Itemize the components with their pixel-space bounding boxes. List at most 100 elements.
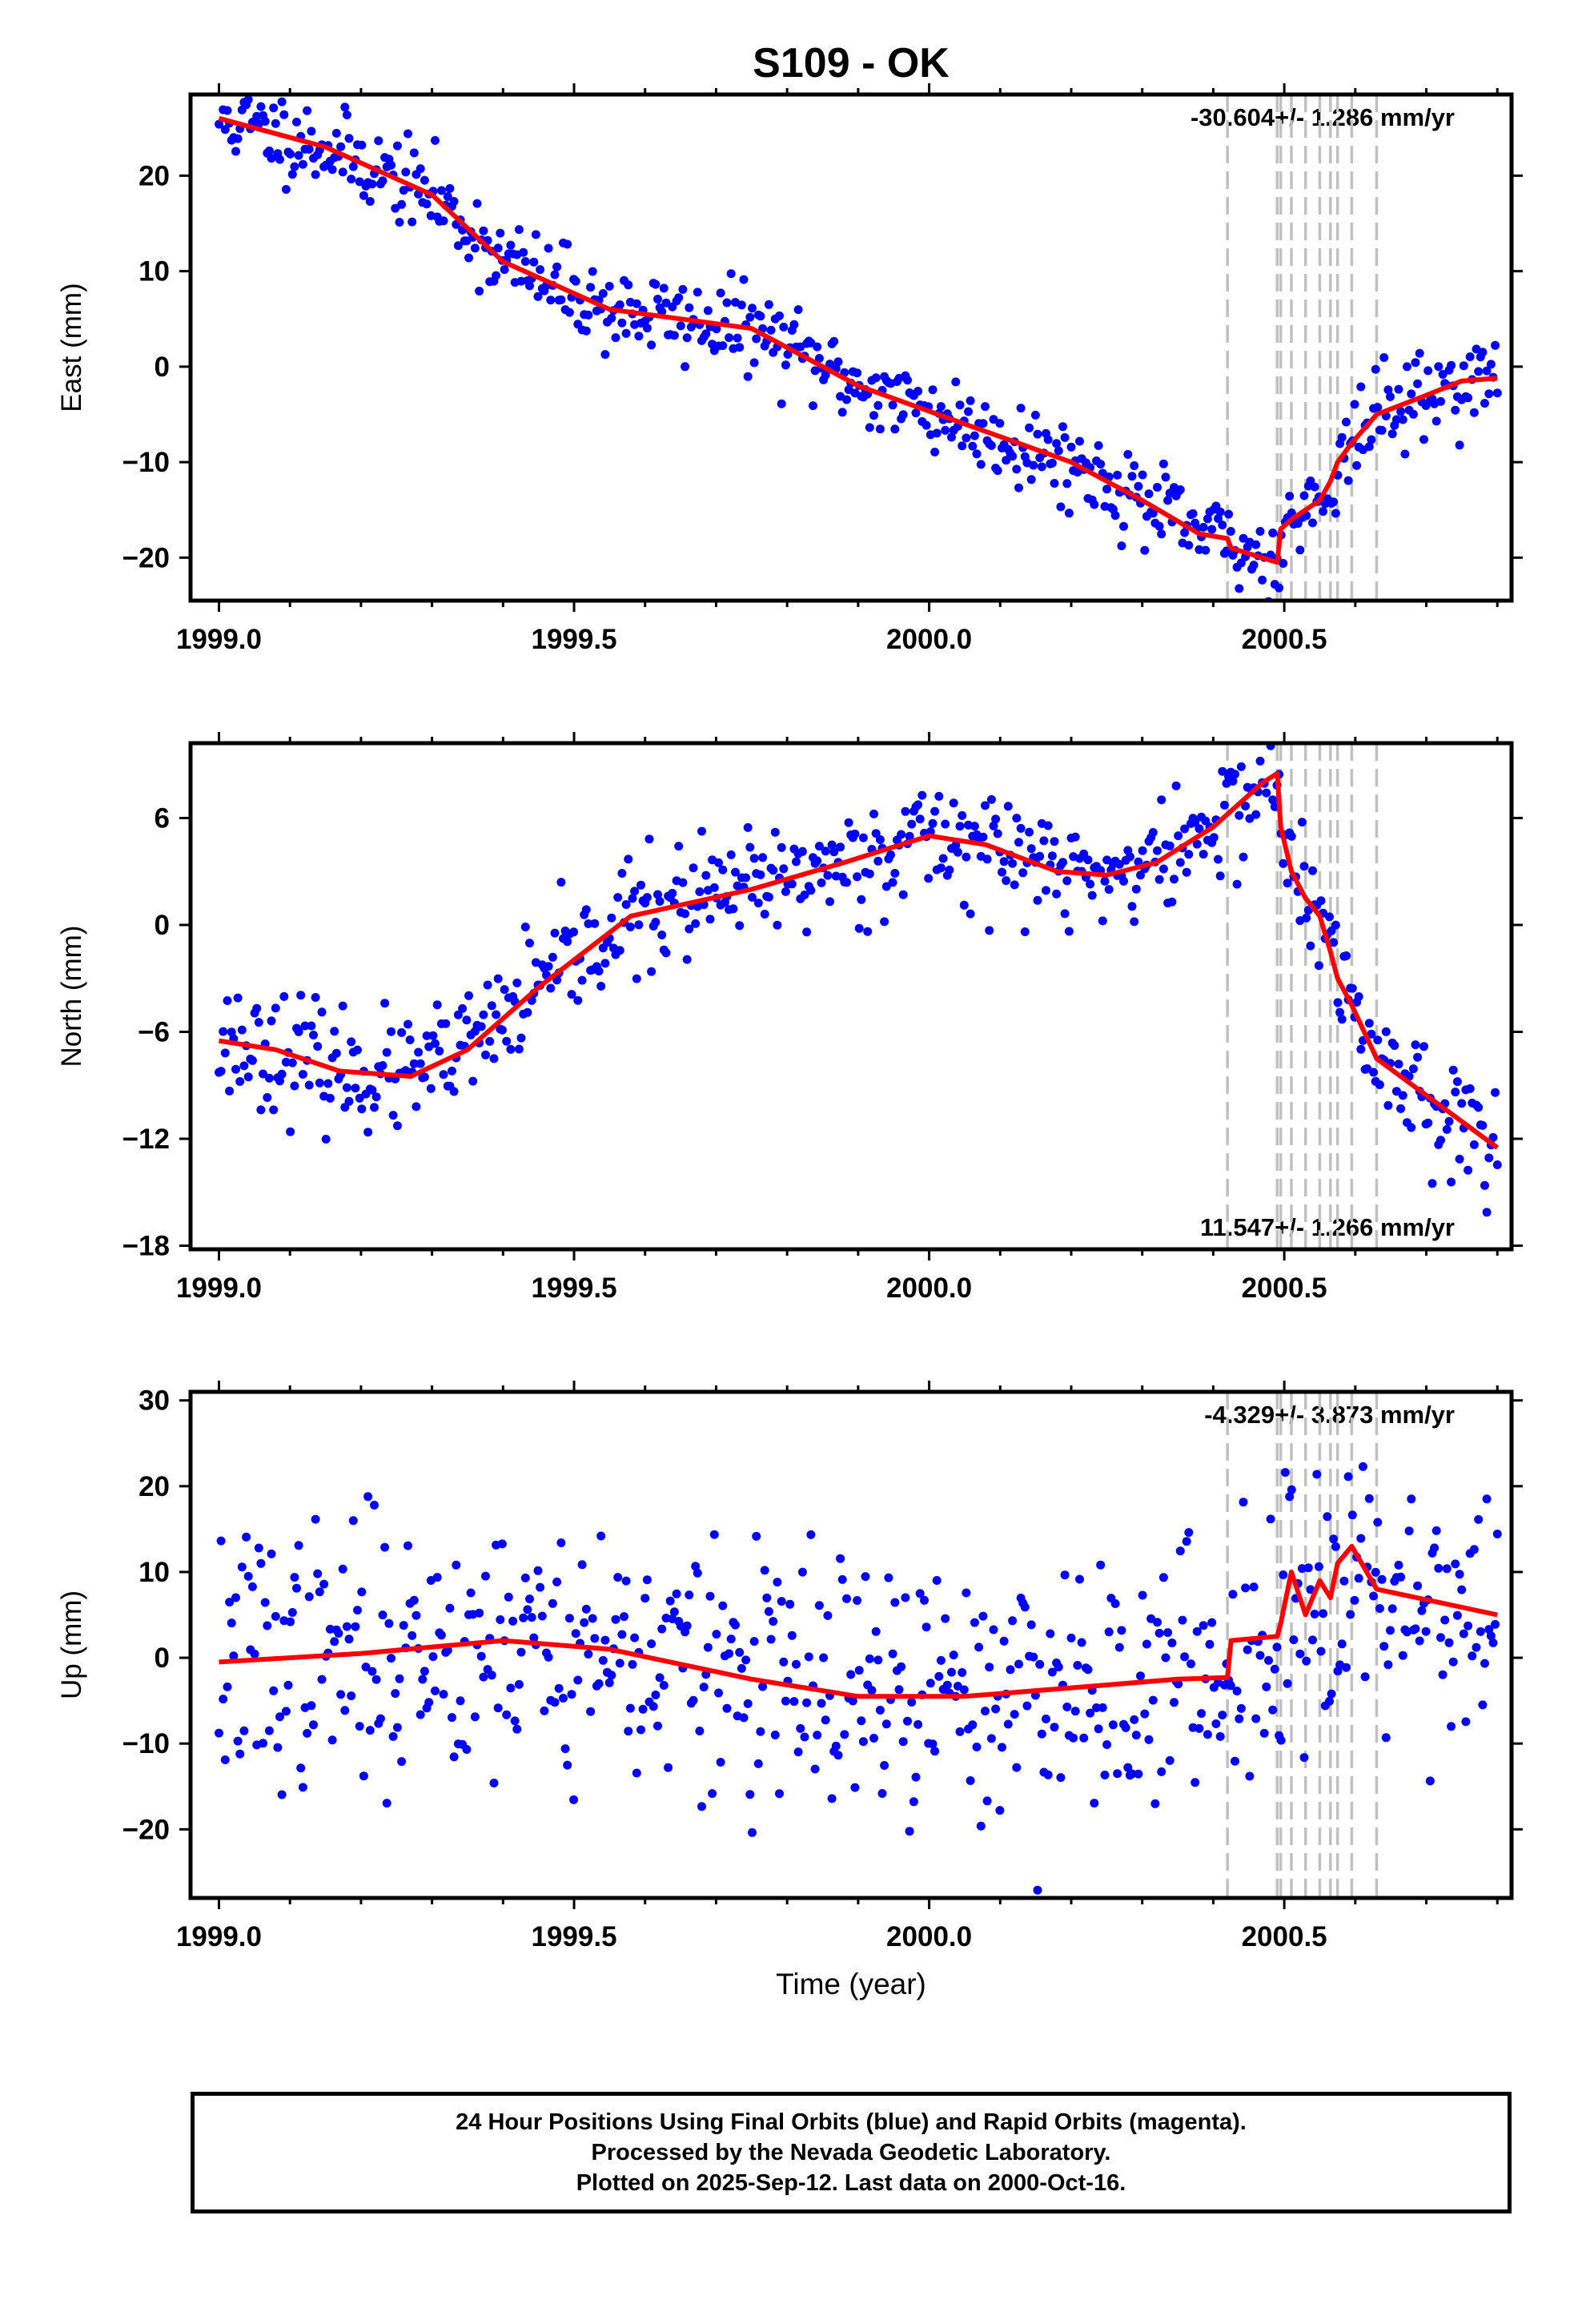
up-data-point: [640, 1594, 650, 1603]
north-data-point: [449, 1087, 459, 1096]
north-data-point: [634, 920, 644, 930]
east-data-point: [1331, 509, 1340, 518]
up-data-point: [1255, 1651, 1265, 1660]
east-data-point: [1394, 384, 1403, 394]
north-data-point: [387, 1027, 396, 1036]
up-data-point: [970, 1618, 979, 1627]
north-data-point: [1087, 891, 1097, 900]
east-data-point: [479, 226, 488, 235]
north-data-point: [970, 822, 979, 831]
up-data-point: [1283, 1679, 1292, 1688]
north-data-point: [550, 928, 560, 938]
east-data-point: [1342, 417, 1351, 427]
north-data-point: [800, 891, 809, 899]
north-data-point: [1491, 1088, 1500, 1097]
north-data-point: [355, 1093, 364, 1103]
east-data-point: [617, 318, 627, 328]
up-data-point: [1319, 1609, 1328, 1618]
up-data-point: [1142, 1639, 1151, 1649]
north-data-point: [512, 978, 522, 987]
north-data-point: [827, 840, 837, 850]
north-data-point: [1342, 951, 1351, 960]
north-data-point: [483, 980, 492, 990]
east-data-point: [404, 129, 412, 139]
up-data-point: [1381, 1733, 1391, 1743]
north-data-point: [1325, 912, 1334, 922]
up-data-point: [1339, 1576, 1349, 1586]
north-data-point: [1119, 876, 1128, 886]
east-data-point: [408, 217, 417, 227]
up-data-point: [351, 1622, 360, 1631]
up-data-point: [624, 1727, 633, 1736]
east-data-point: [327, 165, 337, 175]
north-data-point: [1375, 1080, 1384, 1089]
up-data-point: [1134, 1769, 1143, 1779]
up-data-point: [296, 1763, 306, 1773]
north-x-tick-label: 2000.5: [1242, 1273, 1327, 1304]
north-data-point: [323, 1079, 333, 1088]
north-y-tick-label: −12: [122, 1124, 170, 1155]
up-data-point: [712, 1630, 721, 1639]
up-data-point: [395, 1674, 404, 1683]
up-data-point: [1003, 1719, 1013, 1729]
up-data-point: [981, 1707, 990, 1716]
east-data-point: [842, 395, 851, 404]
up-data-point: [581, 1604, 591, 1614]
north-data-point: [701, 870, 711, 880]
up-data-point: [1113, 1769, 1122, 1779]
east-data-point: [342, 111, 351, 119]
east-data-point: [1138, 470, 1147, 480]
up-data-point: [682, 1621, 692, 1630]
up-data-point: [416, 1710, 425, 1719]
east-data-point: [584, 310, 593, 320]
north-data-point: [1241, 802, 1251, 810]
figure-title: S109 - OK: [753, 40, 950, 86]
north-data-point: [779, 864, 789, 874]
up-data-point: [259, 1739, 267, 1748]
up-data-point: [432, 1573, 442, 1582]
up-data-point: [1452, 1610, 1462, 1620]
east-data-point: [1438, 370, 1447, 379]
east-data-point: [749, 358, 759, 368]
east-data-point: [338, 167, 347, 177]
up-data-point: [995, 1806, 1005, 1815]
up-data-point: [653, 1721, 662, 1731]
north-data-point: [709, 883, 719, 892]
north-data-point: [1279, 858, 1288, 868]
north-data-point: [781, 887, 790, 896]
north-data-point: [489, 1054, 499, 1063]
north-data-point: [1306, 941, 1315, 951]
up-data-point: [869, 1734, 878, 1743]
east-data-point: [898, 410, 908, 420]
up-data-point: [361, 1663, 371, 1672]
up-data-point: [357, 1587, 367, 1597]
north-y-tick-label: 6: [155, 802, 170, 834]
up-data-point: [384, 1618, 394, 1628]
north-data-point: [1331, 920, 1340, 930]
north-data-points: [215, 743, 1502, 1217]
east-data-point: [307, 127, 316, 136]
north-data-point: [1302, 913, 1311, 923]
east-data-point: [431, 135, 440, 145]
north-data-point: [294, 1027, 303, 1036]
north-data-point: [936, 863, 946, 873]
east-data-point: [678, 284, 688, 294]
north-data-point: [279, 991, 289, 1001]
up-data-point: [638, 1704, 648, 1714]
north-data-point: [1180, 824, 1190, 834]
up-data-point: [1154, 1628, 1164, 1638]
up-data-point: [936, 1655, 946, 1665]
up-data-point: [510, 1716, 520, 1726]
up-data-point: [1491, 1619, 1500, 1629]
east-data-point: [1054, 446, 1063, 456]
east-data-point: [1451, 405, 1460, 415]
east-data-point: [1379, 353, 1389, 362]
east-data-point: [1094, 440, 1103, 450]
north-data-point: [1308, 866, 1317, 875]
north-data-point: [1373, 1035, 1383, 1045]
up-data-point: [512, 1724, 522, 1734]
east-data-point: [1455, 440, 1464, 450]
up-data-point: [1268, 1705, 1278, 1715]
east-data-point: [1279, 559, 1288, 568]
north-data-point: [1042, 886, 1050, 895]
